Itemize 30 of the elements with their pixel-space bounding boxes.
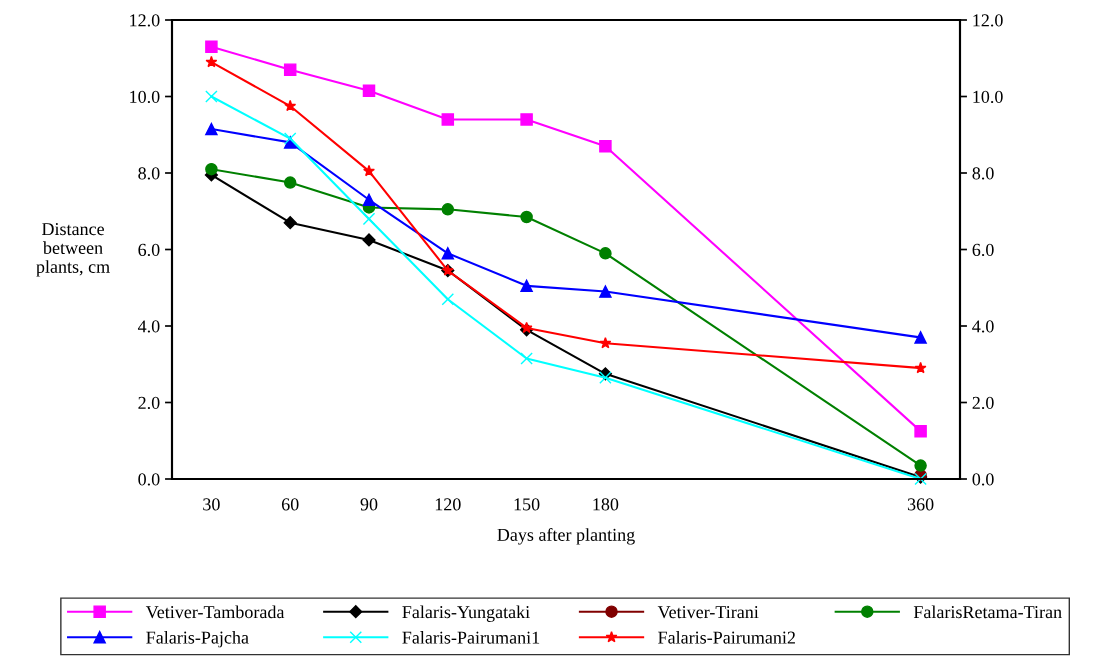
x-axis-title: Days after planting bbox=[497, 528, 635, 545]
y-axis-title: Distance between plants, cm bbox=[36, 223, 110, 277]
x-tick-label: 120 bbox=[435, 498, 461, 511]
x-tick-label: 60 bbox=[281, 498, 299, 511]
y-tick-label: 2.0 bbox=[138, 396, 160, 410]
y-tick-label: 12.0 bbox=[130, 14, 160, 27]
y-tick-label: 0.0 bbox=[138, 473, 160, 486]
legend-label: Vetiver-Tirani bbox=[657, 606, 759, 619]
legend-label: Falaris-Pajcha bbox=[146, 630, 249, 648]
x-tick-label: 90 bbox=[360, 498, 378, 511]
y2-tick-label: 4.0 bbox=[972, 320, 994, 333]
y2-tick-label: 2.0 bbox=[972, 396, 994, 410]
x-tick-label: 180 bbox=[593, 498, 619, 511]
y2-tick-label: 10.0 bbox=[973, 90, 1003, 104]
y2-tick-label: 0.0 bbox=[972, 473, 994, 486]
y-tick-label: 6.0 bbox=[138, 243, 160, 257]
x-tick-label: 150 bbox=[514, 498, 540, 511]
legend-label: FalarisRetama-Tiran bbox=[913, 605, 1062, 619]
y2-tick-label: 12.0 bbox=[973, 14, 1003, 27]
y2-tick-label: 8.0 bbox=[972, 167, 994, 180]
y-tick-label: 10.0 bbox=[130, 90, 160, 104]
y2-tick-label: 6.0 bbox=[972, 243, 994, 257]
legend-label: Falaris-Pairumani2 bbox=[658, 630, 795, 644]
x-tick-label: 30 bbox=[203, 498, 220, 511]
x-tick-label: 360 bbox=[907, 498, 934, 511]
y-tick-label: 4.0 bbox=[137, 320, 160, 333]
legend-label: Falaris-Pairumani1 bbox=[402, 631, 540, 644]
legend-label: Vetiver-Tamborada bbox=[145, 605, 285, 619]
legend-label: Falaris-Yungataki bbox=[402, 605, 530, 622]
y-tick-label: 8.0 bbox=[138, 167, 160, 180]
